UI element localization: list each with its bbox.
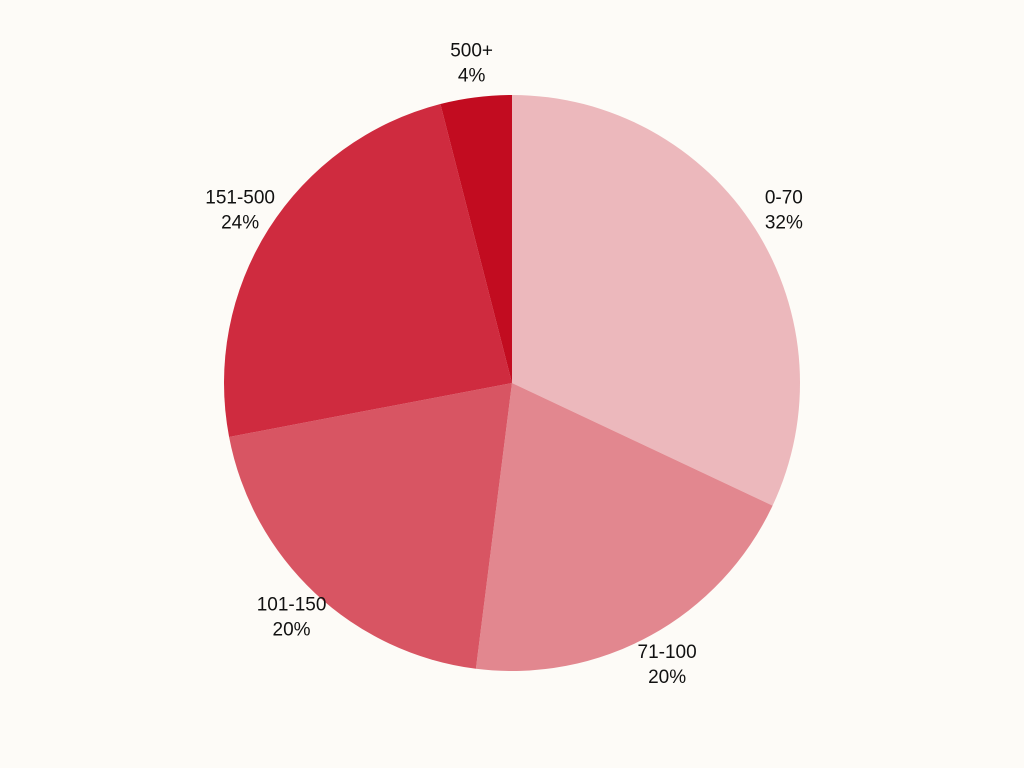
pie-slice: [512, 95, 800, 506]
slice-value-label: 24%: [221, 212, 259, 233]
slice-value-label: 20%: [273, 620, 311, 641]
pie-slice: [223, 104, 512, 437]
slice-label: 101-150: [257, 595, 327, 616]
slice-value-label: 4%: [458, 66, 486, 87]
slice-value-label: 20%: [648, 667, 686, 688]
pie-slice: [229, 383, 513, 669]
slice-label: 151-500: [205, 187, 275, 208]
pie-slice: [475, 383, 773, 671]
slice-value-label: 32%: [765, 212, 803, 233]
slice-label: 500+: [450, 41, 493, 62]
slice-label: 0-70: [765, 187, 803, 208]
slice-label: 71-100: [638, 642, 697, 663]
pie-slice: [440, 95, 512, 383]
